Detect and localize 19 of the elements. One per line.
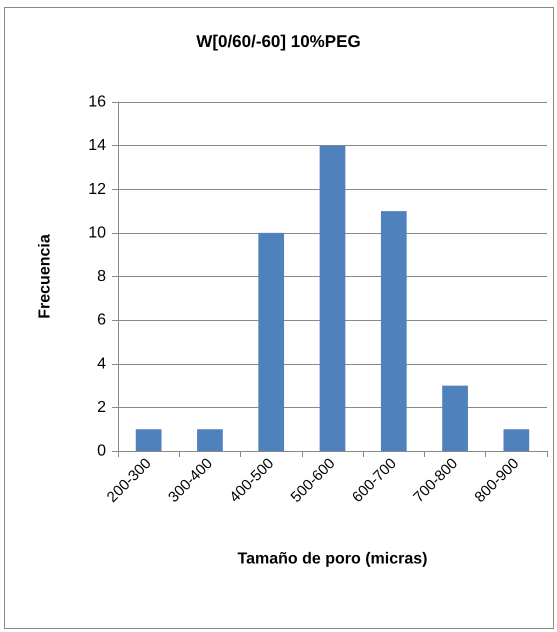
bar	[503, 429, 530, 451]
y-tick-label: 10	[88, 224, 106, 242]
y-tick-label: 4	[97, 355, 106, 372]
y-tick-label: 0	[97, 442, 106, 460]
y-tick-label: 8	[97, 268, 106, 285]
y-tick-label: 12	[88, 180, 106, 198]
bar	[380, 211, 407, 451]
bar	[197, 429, 223, 451]
bar	[258, 232, 284, 451]
bar	[320, 146, 346, 451]
x-axis-title: Tamaño de poro (micras)	[238, 550, 428, 568]
y-tick-label: 6	[97, 312, 106, 329]
bar	[442, 386, 468, 451]
y-axis-title: Frecuencia	[36, 234, 54, 319]
bar	[136, 429, 162, 451]
y-tick-label: 2	[97, 398, 106, 416]
y-tick-label: 16	[88, 94, 106, 110]
y-tick-label: 14	[88, 137, 106, 154]
chart-title: W[0/60/-60] 10%PEG	[196, 32, 361, 51]
